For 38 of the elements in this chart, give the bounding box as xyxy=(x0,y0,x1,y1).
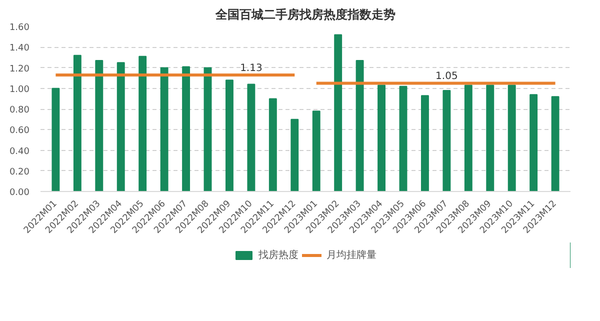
bar xyxy=(290,118,299,192)
bar xyxy=(486,84,494,192)
bar xyxy=(226,80,234,192)
data-label: 1.05 xyxy=(436,71,458,82)
bar xyxy=(138,56,147,192)
bar xyxy=(204,67,212,192)
y-tick-label: 0.60 xyxy=(9,126,30,136)
bar xyxy=(247,84,256,192)
y-tick-label: 1.00 xyxy=(9,84,30,95)
y-tick-label: 1.40 xyxy=(9,44,30,54)
bar xyxy=(182,66,190,192)
bar xyxy=(52,88,60,192)
bar xyxy=(551,96,560,192)
y-tick-label: 0.80 xyxy=(9,106,30,116)
bar xyxy=(268,98,277,192)
bar xyxy=(160,67,168,192)
y-tick-label: 1.60 xyxy=(9,23,30,33)
legend-label: 月均挂牌量 xyxy=(326,248,376,262)
bar xyxy=(508,84,516,192)
bar xyxy=(312,110,320,192)
y-tick-label: 1.20 xyxy=(9,64,30,74)
data-label: 1.13 xyxy=(240,62,262,74)
bar xyxy=(378,84,386,192)
bar xyxy=(530,94,538,192)
chart-title: 全国百城二手房找房热度指数走势 xyxy=(214,8,396,22)
bar xyxy=(116,62,125,192)
bar xyxy=(95,60,104,192)
bar xyxy=(464,84,472,192)
bar xyxy=(420,95,429,192)
y-tick-label: 0.40 xyxy=(9,146,30,157)
y-tick-label: 0.00 xyxy=(9,188,30,198)
bar xyxy=(334,34,342,192)
bar xyxy=(73,54,82,192)
legend-label: 找房热度 xyxy=(258,248,298,262)
bar xyxy=(356,60,364,192)
y-tick-label: 0.20 xyxy=(9,167,30,178)
bar xyxy=(399,86,408,192)
bar xyxy=(442,90,451,192)
